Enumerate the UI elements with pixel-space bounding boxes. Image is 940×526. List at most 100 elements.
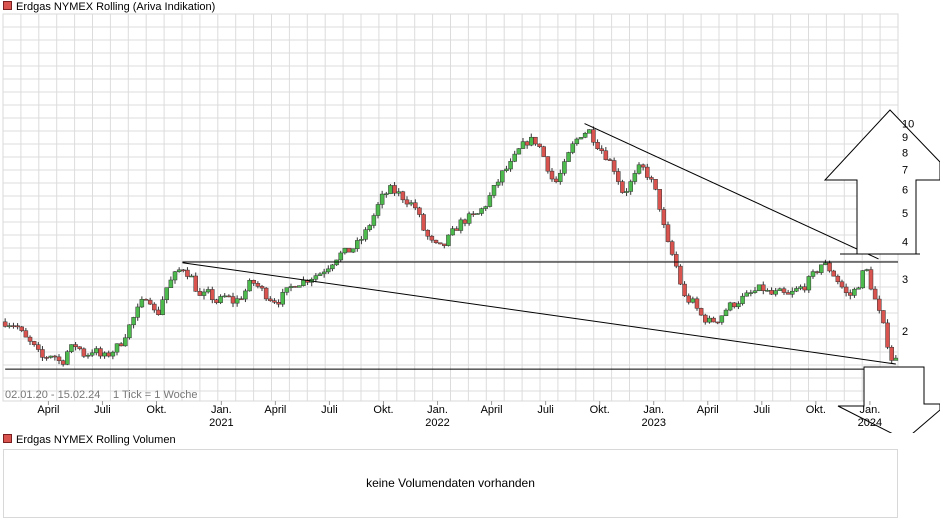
x-tick-label: April: [264, 404, 286, 416]
candle-down: [44, 357, 49, 359]
x-tick-label: Juli: [537, 404, 554, 416]
candle-down: [868, 269, 874, 290]
candle-up: [247, 280, 252, 292]
candle-up: [624, 191, 629, 193]
candle-up: [288, 286, 294, 288]
candle-up: [558, 173, 563, 182]
candle-down: [694, 298, 700, 309]
candle-down: [292, 286, 298, 288]
candle-up: [570, 143, 575, 153]
candle-down: [15, 325, 20, 328]
candle-up: [363, 229, 368, 240]
trend-lines: [5, 123, 898, 370]
candle-up: [587, 129, 592, 134]
candle-up: [491, 185, 497, 196]
candle-down: [553, 178, 559, 182]
candle-up: [893, 357, 899, 361]
candle-up: [243, 290, 248, 300]
y-tick-label: 6: [902, 184, 908, 196]
candle-up: [752, 290, 758, 293]
candle-down: [665, 224, 671, 242]
candle-up: [379, 193, 385, 205]
candle-down: [732, 302, 737, 308]
candle-up: [330, 264, 335, 270]
candle-down: [73, 344, 78, 348]
candle-up: [740, 295, 745, 304]
candle-down: [40, 349, 45, 358]
candle-down: [210, 289, 215, 301]
candle-down: [421, 214, 426, 231]
candle-down: [197, 291, 203, 296]
candle-down: [81, 348, 87, 357]
candle-down: [11, 325, 16, 327]
candle-down: [404, 199, 410, 205]
candle-up: [819, 264, 824, 273]
candle-down: [781, 288, 787, 293]
candle-up: [408, 202, 414, 205]
y-axis: 2 3 4 5 6 7 8 910: [902, 119, 914, 339]
arrows: [823, 109, 940, 433]
grid: [3, 14, 898, 401]
candle-up: [520, 141, 526, 149]
candle-down: [827, 262, 832, 272]
candle-down: [541, 146, 546, 157]
candle-down: [251, 280, 256, 284]
candle-up: [89, 352, 95, 356]
candle-up: [475, 213, 480, 215]
candle-up: [446, 234, 451, 246]
x-tick-label: Okt.: [590, 404, 610, 416]
candle-down: [268, 298, 273, 301]
candle-up: [160, 299, 165, 316]
candle-down: [669, 241, 675, 255]
candle-up: [856, 287, 861, 290]
x-tick-year: 2024: [858, 417, 882, 429]
candle-down: [603, 150, 609, 160]
candle-up: [566, 152, 571, 162]
candle-down: [276, 302, 281, 305]
y-tick-label: 2: [902, 326, 908, 338]
candle-down: [36, 344, 41, 350]
candle-up: [205, 289, 211, 293]
candle-down: [19, 326, 24, 331]
candle-down: [413, 202, 418, 209]
candle-up: [388, 185, 393, 195]
candle-up: [508, 161, 513, 170]
candle-down: [761, 284, 766, 291]
candle-down: [400, 191, 406, 201]
candle-down: [661, 209, 667, 225]
candle-down: [545, 156, 551, 172]
candle-down: [156, 309, 161, 316]
y-tick-label: 8: [902, 147, 908, 159]
candle-up: [168, 279, 174, 288]
candle-down: [674, 254, 679, 267]
candle-down: [611, 160, 617, 172]
trendline-2022-peak: [584, 123, 879, 260]
candle-up: [806, 276, 812, 291]
candle-up: [628, 181, 633, 192]
candle-up: [794, 288, 799, 292]
y-tick-label: 3: [902, 274, 908, 286]
x-tick-year: 2021: [209, 417, 233, 429]
series-color-swatch: [3, 1, 12, 10]
candle-down: [831, 270, 836, 277]
candle-down: [214, 299, 219, 303]
y-tick-label: 7: [902, 165, 908, 177]
candle-down: [98, 348, 103, 357]
candle-up: [338, 252, 343, 261]
candle-up: [756, 284, 762, 291]
candle-down: [835, 275, 841, 283]
candle-up: [297, 285, 302, 288]
candle-down: [885, 322, 890, 348]
candle-down: [814, 271, 820, 273]
x-tick-label: April: [697, 404, 719, 416]
candle-up: [280, 292, 285, 305]
candle-down: [881, 310, 886, 324]
candle-down: [524, 141, 530, 146]
candle-up: [326, 268, 331, 273]
candle-up: [317, 273, 323, 276]
candle-down: [889, 346, 894, 361]
candle-up: [479, 208, 484, 214]
candle-down: [678, 265, 683, 285]
candle-up: [301, 279, 306, 286]
candle-down: [620, 181, 625, 193]
